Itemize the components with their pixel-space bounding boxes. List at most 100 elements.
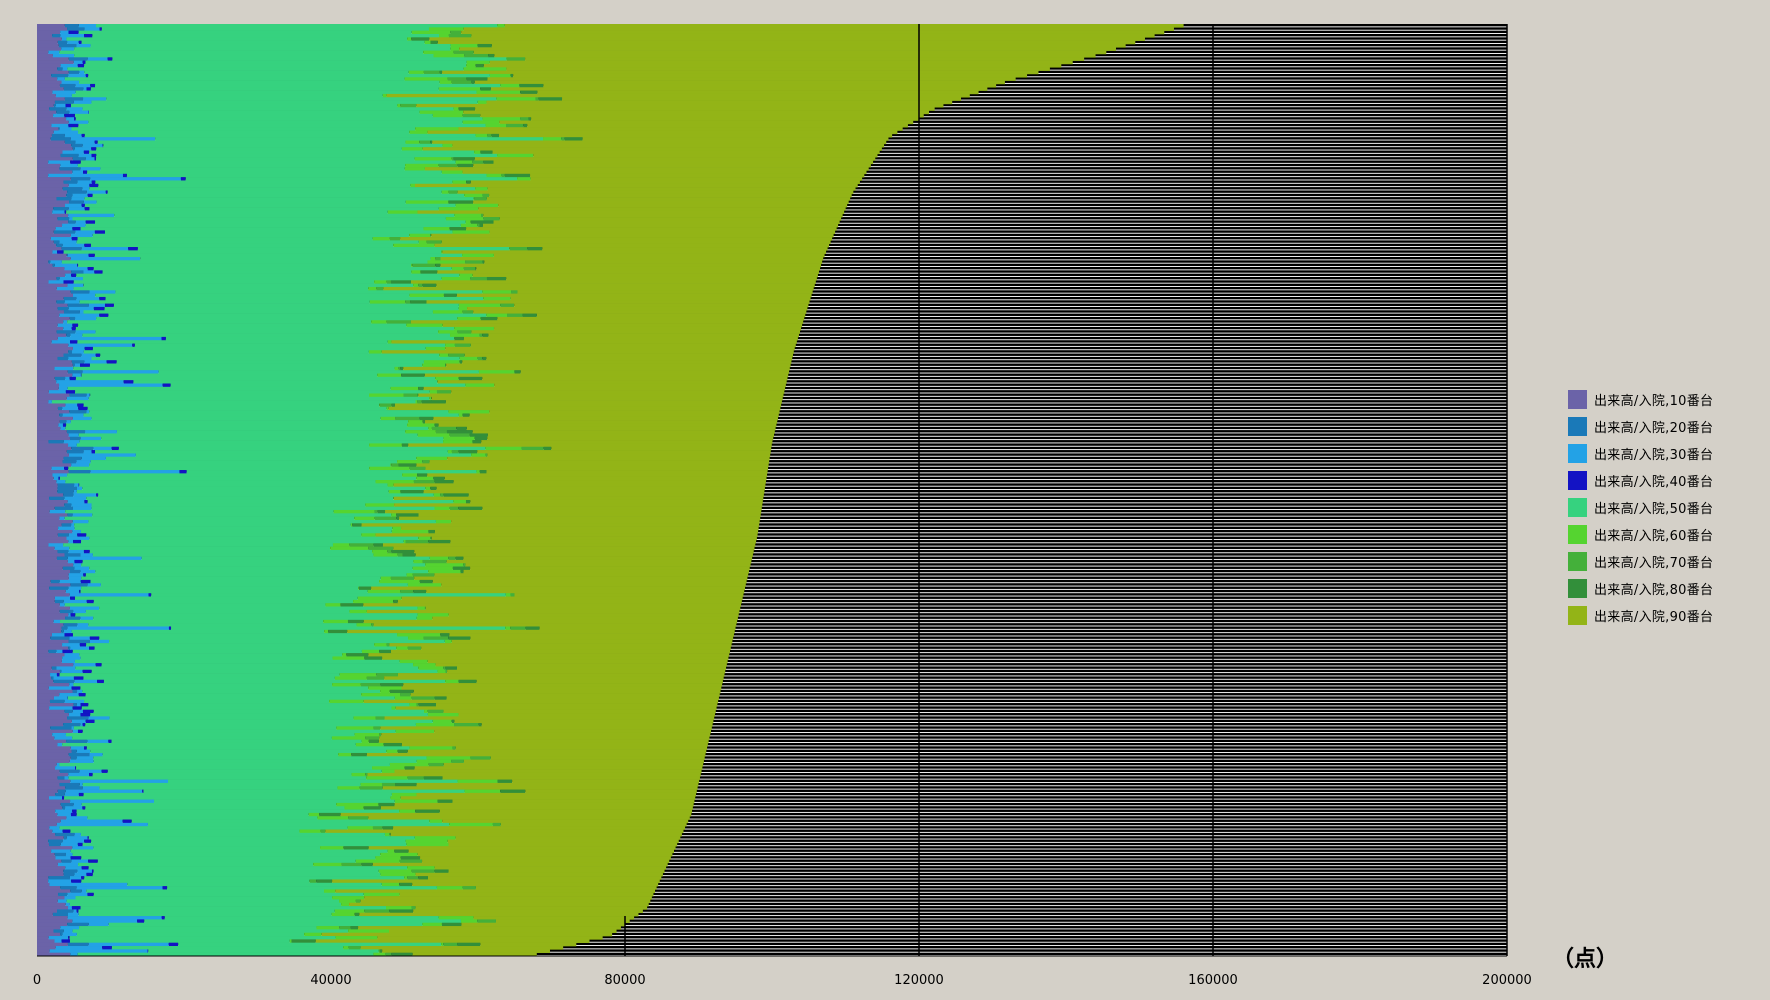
bar-segment (62, 932, 77, 937)
bar-segment (416, 782, 699, 787)
bar-segment (63, 623, 78, 627)
bar-segment (424, 40, 431, 45)
bar-remainder (37, 596, 1507, 599)
bar-segment (72, 217, 446, 221)
bar-segment (361, 862, 373, 867)
bar-segment (63, 723, 81, 727)
bar-segment (37, 786, 66, 790)
bar-segment (37, 936, 49, 940)
bar-segment (154, 799, 395, 804)
bar-remainder (37, 699, 1507, 703)
bar-segment (78, 693, 86, 697)
bar-remainder (37, 583, 1507, 586)
bar-segment (373, 623, 737, 627)
bar-segment (368, 286, 377, 291)
bar-remainder (37, 836, 1507, 839)
bar-segment (480, 113, 924, 118)
bar-segment (57, 909, 74, 914)
bar-segment (434, 866, 667, 870)
bar-segment (428, 27, 464, 31)
bar-segment (439, 80, 452, 85)
bar-segment (454, 213, 482, 218)
bar-segment (368, 653, 730, 657)
bar-segment (90, 393, 369, 398)
bar-segment (62, 649, 73, 654)
bar-segment (143, 789, 465, 794)
bar-segment (95, 330, 439, 334)
bar-segment (427, 709, 444, 714)
bar-segment (84, 243, 91, 248)
bar-segment (54, 736, 73, 740)
bar-remainder (37, 826, 1507, 829)
bar-segment (37, 80, 62, 85)
bar-segment (497, 24, 505, 28)
bar-segment (427, 713, 459, 717)
bar-remainder (37, 623, 1507, 626)
bar-segment (37, 416, 73, 421)
bar-segment (304, 932, 322, 937)
bar-segment (37, 440, 49, 444)
bar-segment (443, 709, 716, 714)
bar-segment (89, 363, 423, 368)
bar-segment (454, 343, 471, 348)
bar-segment (67, 370, 83, 374)
bar-segment (56, 649, 63, 654)
bar-segment (80, 227, 424, 231)
bar-segment (37, 237, 51, 241)
bar-segment (80, 589, 368, 594)
bar-segment (87, 892, 94, 897)
bar-segment (37, 183, 69, 188)
bar-segment (430, 486, 437, 491)
bar-segment (79, 70, 85, 75)
bar-segment (56, 276, 60, 281)
bar-segment (84, 346, 93, 351)
bar-segment (37, 33, 53, 38)
bar-segment (395, 729, 435, 734)
bar-remainder (37, 499, 1507, 503)
bar-segment (64, 896, 76, 900)
bar-segment (37, 127, 59, 131)
bar-segment (55, 103, 66, 108)
bar-segment (72, 157, 86, 161)
bar-remainder (37, 936, 1507, 939)
bar-segment (535, 97, 539, 101)
bar-remainder (37, 663, 1507, 666)
bar-segment (403, 393, 418, 398)
bar-segment (91, 356, 460, 361)
bar-segment (387, 849, 395, 854)
bar-segment (62, 643, 80, 647)
bar-remainder (37, 659, 1507, 663)
bar-segment (56, 286, 74, 291)
bar-segment (78, 40, 82, 45)
bar-segment (477, 100, 487, 105)
bar-segment (90, 87, 439, 91)
bar-segment (412, 566, 453, 571)
bar-segment (37, 589, 66, 594)
bar-segment (443, 942, 458, 947)
bar-segment (465, 220, 471, 225)
bar-segment (466, 77, 488, 81)
bar-segment (331, 736, 366, 740)
legend-swatch (1568, 390, 1587, 409)
bar-segment (69, 936, 336, 940)
bar-segment (379, 403, 380, 408)
bar-segment (438, 207, 479, 211)
bar-segment (112, 57, 507, 61)
bar-segment (443, 436, 475, 441)
bar-segment (470, 343, 796, 348)
bar-segment (450, 333, 480, 338)
bar-segment (397, 673, 725, 677)
bar-segment (533, 153, 878, 158)
bar-segment (473, 310, 807, 314)
bar-segment (82, 486, 426, 491)
bar-segment (398, 463, 417, 467)
bar-segment (80, 569, 96, 574)
bar-segment (427, 473, 768, 477)
bar-segment (66, 396, 89, 401)
bar-segment (37, 456, 64, 461)
bar-segment (461, 30, 1165, 35)
bar-segment (77, 237, 373, 241)
bar-segment (37, 543, 49, 547)
bar-segment (106, 97, 497, 101)
bar-segment (85, 693, 362, 697)
